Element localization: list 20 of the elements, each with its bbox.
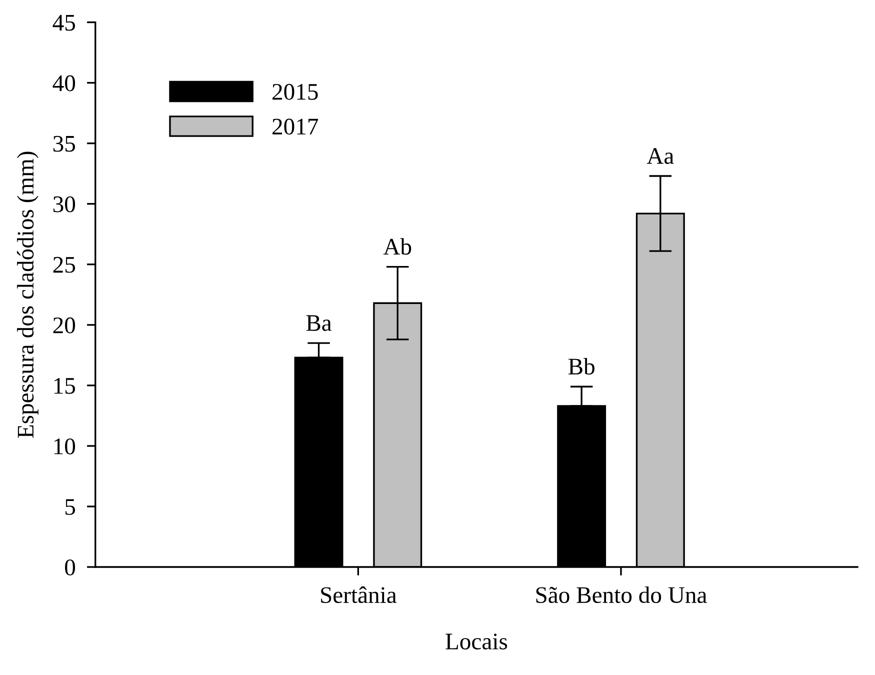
y-tick-label: 25 [53, 256, 76, 273]
y-tick-label: 30 [53, 196, 76, 212]
y-tick-label: 10 [54, 438, 76, 454]
data-label: Aa [646, 148, 674, 164]
data-label: Ab [383, 238, 412, 255]
x-axis-title: Locais [446, 634, 508, 650]
data-label: Ba [306, 315, 332, 331]
y-tick-label: 20 [53, 317, 76, 334]
x-tick-label: Sertânia [321, 586, 397, 604]
y-axis-title: Espessura dos cladódios (mm) [16, 152, 38, 438]
legend-label: 2015 [272, 84, 318, 100]
x-tick-label: São Bento do Una [536, 586, 707, 604]
y-tick-label: 0 [65, 559, 76, 576]
data-label: Bb [568, 358, 594, 375]
y-tick-label: 35 [53, 136, 76, 152]
y-tick-label: 15 [54, 378, 76, 394]
y-tick-label: 45 [52, 14, 76, 31]
y-tick-label: 5 [65, 499, 76, 515]
legend-label: 2017 [272, 118, 318, 135]
y-tick-label: 40 [52, 75, 76, 92]
